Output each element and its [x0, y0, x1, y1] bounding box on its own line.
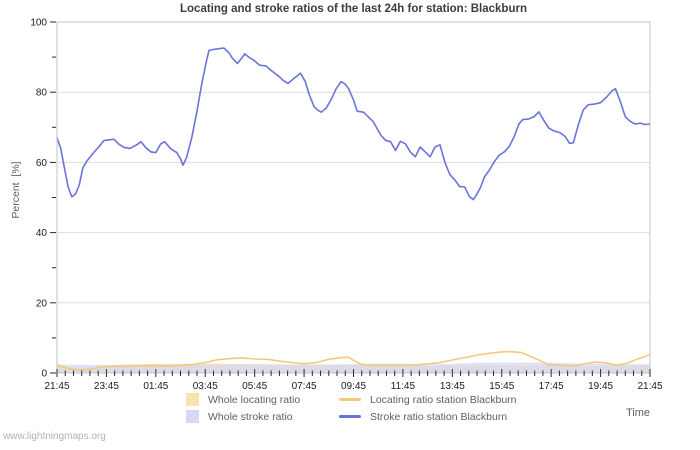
chart-title: Locating and stroke ratios of the last 2… — [180, 3, 527, 15]
x-axis-label: Time — [625, 407, 650, 419]
legend-line-swatch-3 — [339, 415, 361, 418]
x-tick-label: 13:45 — [440, 381, 465, 392]
legend-item-locating-ratio-station-blackburn: Locating ratio station Blackburn — [339, 391, 517, 408]
y-tick-label: 40 — [36, 228, 48, 239]
legend-label: Locating ratio station Blackburn — [370, 393, 517, 406]
legend-item-whole-stroke-ratio: Whole stroke ratio — [186, 408, 323, 425]
legend-item-stroke-ratio-station-blackburn: Stroke ratio station Blackburn — [339, 408, 517, 425]
x-tick-label: 19:45 — [588, 381, 613, 392]
x-tick-label: 21:45 — [637, 381, 662, 392]
x-tick-label: 05:45 — [242, 381, 267, 392]
x-tick-label: 09:45 — [341, 381, 366, 392]
x-tick-label: 17:45 — [539, 381, 564, 392]
legend-fill-swatch-0 — [186, 393, 199, 406]
legend-label: Stroke ratio station Blackburn — [370, 410, 508, 423]
y-tick-label: 80 — [36, 88, 48, 99]
series-line-locating-ratio-station-blackburn — [56, 350, 651, 372]
legend-label: Whole stroke ratio — [208, 410, 293, 423]
x-tick-label: 15:45 — [489, 381, 514, 392]
y-tick-label: 0 — [41, 369, 47, 380]
legend-label: Whole locating ratio — [208, 393, 301, 406]
plot-border — [56, 21, 651, 374]
legend-fill-swatch-1 — [186, 410, 199, 423]
x-tick-label: 07:45 — [292, 381, 317, 392]
chart-legend: Whole locating ratio Whole stroke ratio Lo… — [186, 391, 517, 425]
x-tick-label: 03:45 — [193, 381, 218, 392]
watermark-link[interactable]: www.lightningmaps.org — [3, 431, 106, 442]
series-line-stroke-ratio-station-blackburn — [56, 47, 651, 201]
x-tick-label: 11:45 — [391, 381, 416, 392]
legend-line-swatch-2 — [339, 398, 361, 401]
y-tick-label: 60 — [36, 158, 48, 169]
legend-item-whole-locating-ratio: Whole locating ratio — [186, 391, 323, 408]
y-tick-label: 20 — [36, 298, 48, 309]
y-tick-label: 100 — [30, 18, 47, 29]
x-tick-label: 01:45 — [143, 381, 168, 392]
x-tick-label: 21:45 — [44, 381, 69, 392]
x-tick-label: 23:45 — [94, 381, 119, 392]
